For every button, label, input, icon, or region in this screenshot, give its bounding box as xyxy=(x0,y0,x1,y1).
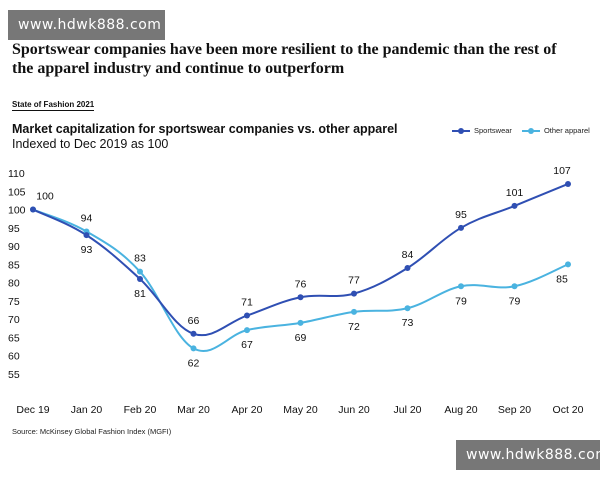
data-point-sportswear xyxy=(351,290,357,297)
watermark-top: www.hdwk888.com xyxy=(8,10,165,40)
data-point-sportswear xyxy=(458,224,464,231)
data-label: 85 xyxy=(556,273,568,285)
y-tick-label: 80 xyxy=(8,278,20,290)
data-label: 83 xyxy=(134,253,146,265)
y-tick-label: 65 xyxy=(8,332,20,344)
report-tag: State of Fashion 2021 xyxy=(12,100,95,111)
data-point-sportswear xyxy=(137,275,143,282)
data-label: 72 xyxy=(348,321,360,333)
legend-item-other-apparel: Other apparel xyxy=(521,126,590,135)
source-note: Source: McKinsey Global Fashion Index (M… xyxy=(12,427,172,436)
data-label: 76 xyxy=(295,278,307,290)
data-point-sportswear xyxy=(190,330,197,337)
data-label: 84 xyxy=(402,249,414,261)
data-label: 93 xyxy=(81,244,93,256)
data-label: 69 xyxy=(295,332,307,344)
data-label: 94 xyxy=(81,212,93,224)
y-tick-label: 70 xyxy=(8,314,20,326)
y-tick-label: 60 xyxy=(8,351,20,363)
x-tick-label: Mar 20 xyxy=(177,404,210,416)
data-label: 77 xyxy=(348,275,360,287)
data-point-sportswear xyxy=(511,202,518,209)
y-tick-label: 75 xyxy=(8,296,20,308)
y-tick-label: 100 xyxy=(8,205,26,217)
x-tick-label: Aug 20 xyxy=(444,404,477,416)
x-tick-label: Sep 20 xyxy=(498,404,531,416)
x-tick-label: Oct 20 xyxy=(553,404,584,416)
legend-label-sportswear: Sportswear xyxy=(474,126,512,135)
y-tick-label: 85 xyxy=(8,259,20,271)
chart-subtitle: Indexed to Dec 2019 as 100 xyxy=(12,137,169,151)
x-tick-label: Jun 20 xyxy=(338,404,370,416)
data-point-sportswear xyxy=(565,180,571,187)
x-tick-label: Feb 20 xyxy=(124,404,157,416)
x-tick-label: May 20 xyxy=(283,404,318,416)
legend-item-sportswear: Sportswear xyxy=(452,126,512,135)
data-label: 81 xyxy=(134,288,146,300)
x-tick-label: Jan 20 xyxy=(71,404,103,416)
legend-swatch-other-apparel xyxy=(521,127,540,135)
data-label: 71 xyxy=(241,297,253,309)
data-point-other-apparel xyxy=(511,283,518,290)
data-label: 66 xyxy=(188,315,200,327)
x-tick-label: Apr 20 xyxy=(232,404,263,416)
y-tick-label: 55 xyxy=(8,369,20,381)
data-point-sportswear xyxy=(297,294,304,301)
data-label: 79 xyxy=(509,295,521,307)
data-point-other-apparel xyxy=(137,268,143,275)
data-point-other-apparel xyxy=(565,261,571,268)
line-chart: 55 60 65 70 75 80 85 90 95 100 105 110 Dec 19 Jan 20 F… xyxy=(8,165,584,416)
data-label: 101 xyxy=(506,187,524,199)
data-label: 100 xyxy=(36,191,54,203)
data-label: 73 xyxy=(402,317,414,329)
x-tick-label: Jul 20 xyxy=(393,404,421,416)
data-label: 79 xyxy=(455,295,467,307)
data-point-other-apparel xyxy=(404,305,411,312)
data-label: 67 xyxy=(241,339,253,351)
x-tick-label: Dec 19 xyxy=(16,404,49,416)
y-tick-label: 105 xyxy=(8,186,26,198)
series-line-sportswear xyxy=(32,183,569,337)
headline: Sportswear companies have been more resi… xyxy=(12,41,557,77)
data-point-other-apparel xyxy=(351,308,357,315)
data-label: 95 xyxy=(455,209,467,221)
data-point-sportswear xyxy=(244,312,250,319)
legend-swatch-sportswear xyxy=(452,127,470,135)
data-point-other-apparel xyxy=(244,327,250,334)
data-point-other-apparel xyxy=(297,319,304,326)
y-tick-label: 95 xyxy=(8,223,20,235)
chart-legend: Sportswear Other apparel xyxy=(452,126,600,135)
data-point-sportswear xyxy=(83,232,90,239)
legend-label-other-apparel: Other apparel xyxy=(543,126,590,135)
data-label: 62 xyxy=(188,357,200,369)
series-line-other-apparel xyxy=(32,208,569,352)
data-point-sportswear xyxy=(30,206,36,213)
chart-title: Market capitalization for sportswear com… xyxy=(12,122,398,136)
data-label: 107 xyxy=(553,165,571,177)
y-tick-label: 110 xyxy=(8,168,25,180)
data-point-other-apparel xyxy=(458,283,464,290)
watermark-bottom: www.hdwk888.com xyxy=(456,440,600,470)
y-tick-label: 90 xyxy=(8,241,20,253)
data-point-sportswear xyxy=(404,265,411,272)
data-point-other-apparel xyxy=(190,345,197,352)
